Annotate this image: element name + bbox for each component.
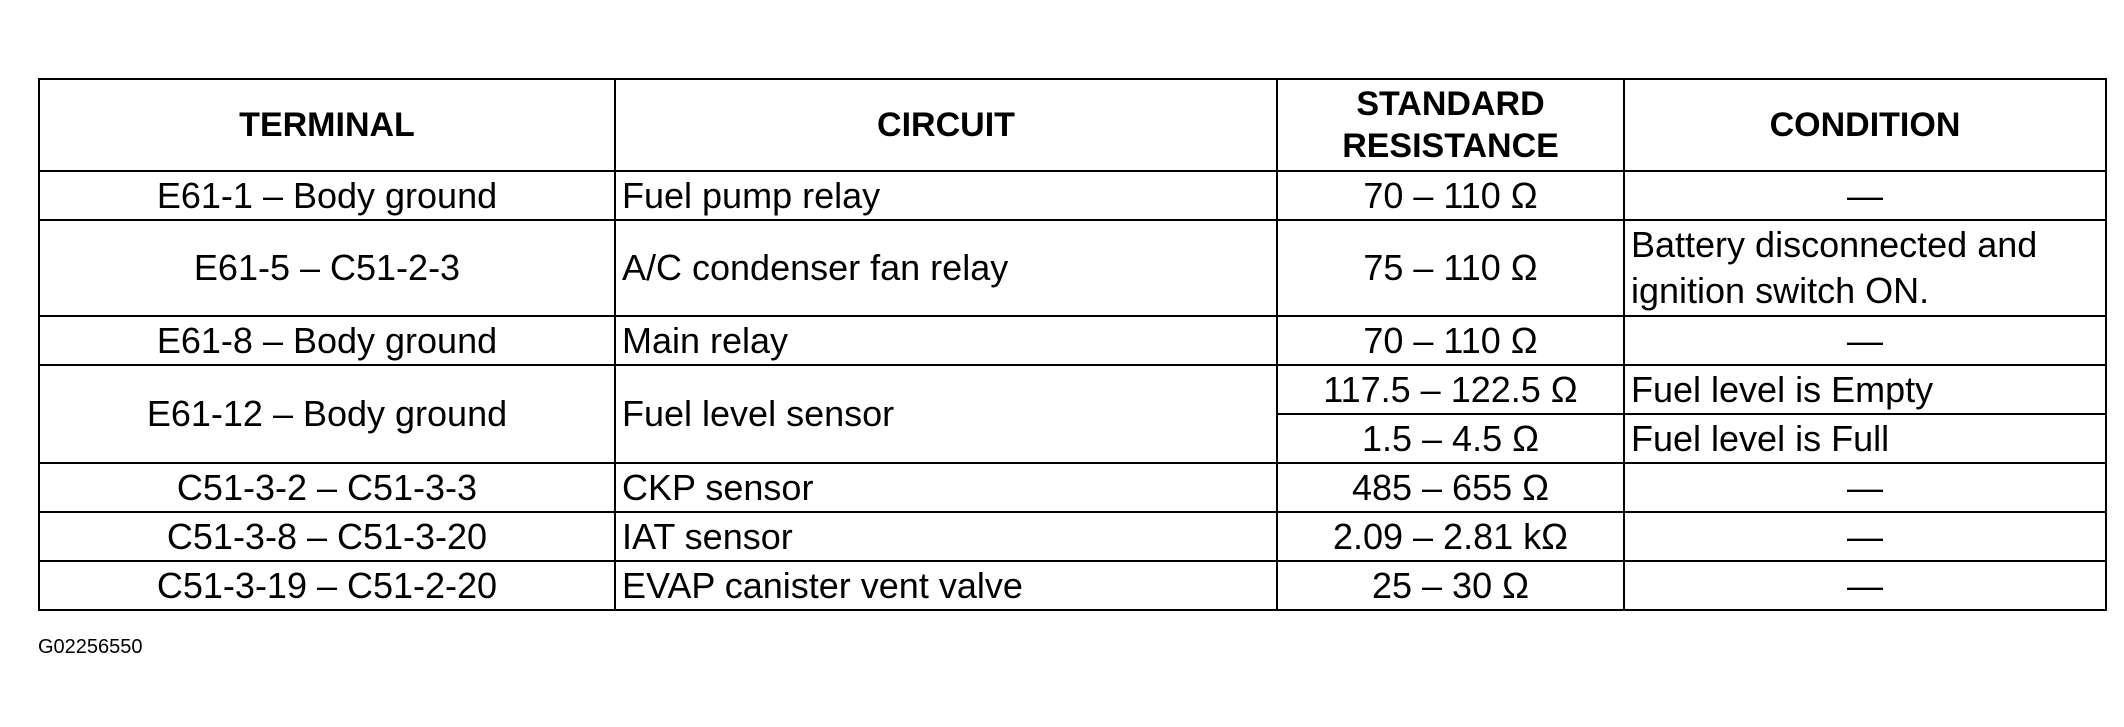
cell: 2.09 – 2.81 kΩ (1276, 511, 1625, 562)
cell: E61-12 – Body ground (38, 364, 616, 464)
row: E61-12 – Body ground Fuel level sensor 1… (38, 364, 2107, 464)
cell: 485 – 655 Ω (1276, 462, 1625, 513)
figure-id: G02256550 (38, 636, 143, 658)
row: E61-8 – Body ground Main relay 70 – 110 … (38, 315, 2107, 366)
cell: 1.5 – 4.5 Ω (1276, 413, 1625, 464)
row: E61-1 – Body ground Fuel pump relay 70 –… (38, 170, 2107, 221)
cell: Battery disconnected and ignition switch… (1623, 219, 2107, 317)
cell: A/C condenser fan relay (614, 219, 1278, 317)
header-row: TERMINAL CIRCUIT STANDARD RESISTANCE COND… (38, 78, 2107, 172)
row: C51-3-2 – C51-3-3 CKP sensor 485 – 655 Ω… (38, 462, 2107, 513)
cell: — (1623, 560, 2107, 611)
cell: — (1623, 511, 2107, 562)
cell: 117.5 – 122.5 Ω (1276, 364, 1625, 415)
cell: 70 – 110 Ω (1276, 315, 1625, 366)
cell: — (1623, 315, 2107, 366)
cell: Fuel level is Empty (1623, 364, 2107, 415)
cell: — (1623, 462, 2107, 513)
cell: C51-3-19 – C51-2-20 (38, 560, 616, 611)
cell: E61-8 – Body ground (38, 315, 616, 366)
cell: C51-3-2 – C51-3-3 (38, 462, 616, 513)
header-cell: CIRCUIT (614, 78, 1278, 172)
row: 1.5 – 4.5 Ω Fuel level is Full (39, 413, 2107, 464)
cell: E61-1 – Body ground (38, 170, 616, 221)
cell: — (1623, 170, 2107, 221)
cell: Fuel pump relay (614, 170, 1278, 221)
resistance-table: TERMINAL CIRCUIT STANDARD RESISTANCE COND… (38, 78, 2107, 611)
cell: E61-5 – C51-2-3 (38, 219, 616, 317)
row: E61-5 – C51-2-3 A/C condenser fan relay … (38, 219, 2107, 317)
header-cell: CONDITION (1623, 78, 2107, 172)
row: C51-3-8 – C51-3-20 IAT sensor 2.09 – 2.8… (38, 511, 2107, 562)
cell: 75 – 110 Ω (1276, 219, 1625, 317)
cell: 25 – 30 Ω (1276, 560, 1625, 611)
cell: Main relay (614, 315, 1278, 366)
cell: 70 – 110 Ω (1276, 170, 1625, 221)
cell: IAT sensor (614, 511, 1278, 562)
header-line: STANDARD (1356, 85, 1545, 123)
cell: EVAP canister vent valve (614, 560, 1278, 611)
row: C51-3-19 – C51-2-20 EVAP canister vent v… (38, 560, 2107, 611)
header-cell: TERMINAL (38, 78, 616, 172)
cell: CKP sensor (614, 462, 1278, 513)
header-line: RESISTANCE (1342, 127, 1559, 165)
cell: Fuel level sensor (614, 364, 1278, 464)
cell: Fuel level is Full (1623, 413, 2107, 464)
header-cell: STANDARD RESISTANCE (1276, 78, 1625, 172)
cell: C51-3-8 – C51-3-20 (38, 511, 616, 562)
